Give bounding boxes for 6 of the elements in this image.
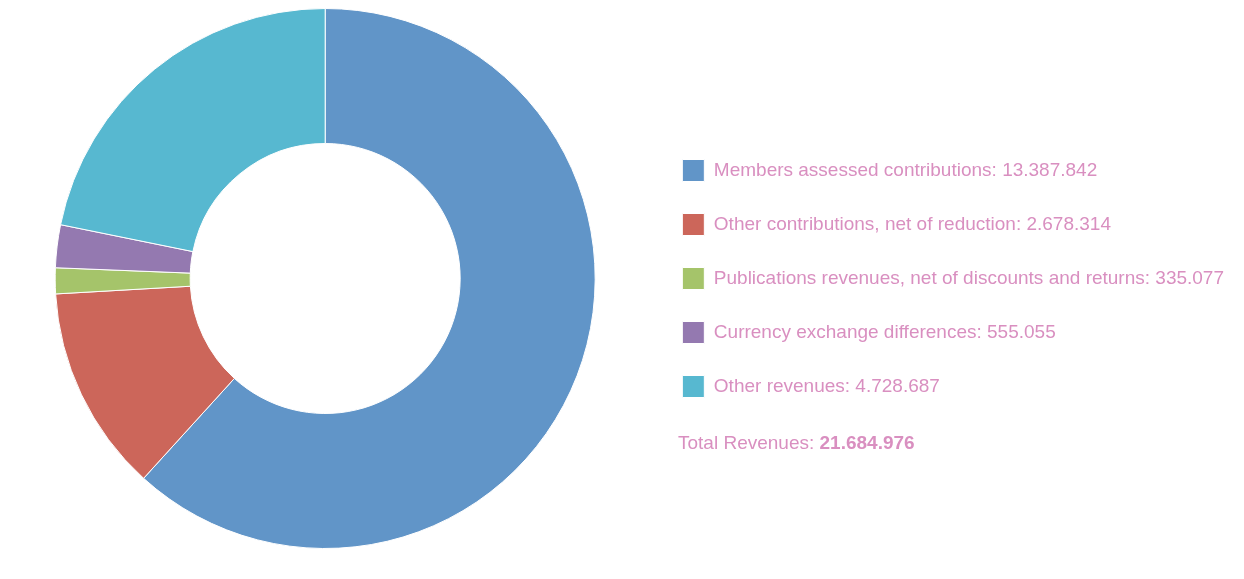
legend-label: Publications revenues, net of discounts and returns: 335.077 xyxy=(713,266,1225,288)
legend-label: Currency exchange differences: 555.055 xyxy=(713,320,1056,342)
legend-label: Other revenues: 4.728.687 xyxy=(713,374,940,396)
text: Total Revenues: 21.684.976 xyxy=(678,432,915,454)
legend-label: Other contributions, net of reduction: 2.678.314 xyxy=(713,212,1112,234)
legend-label: Members assessed contributions: 13.387.842 xyxy=(713,158,1098,180)
